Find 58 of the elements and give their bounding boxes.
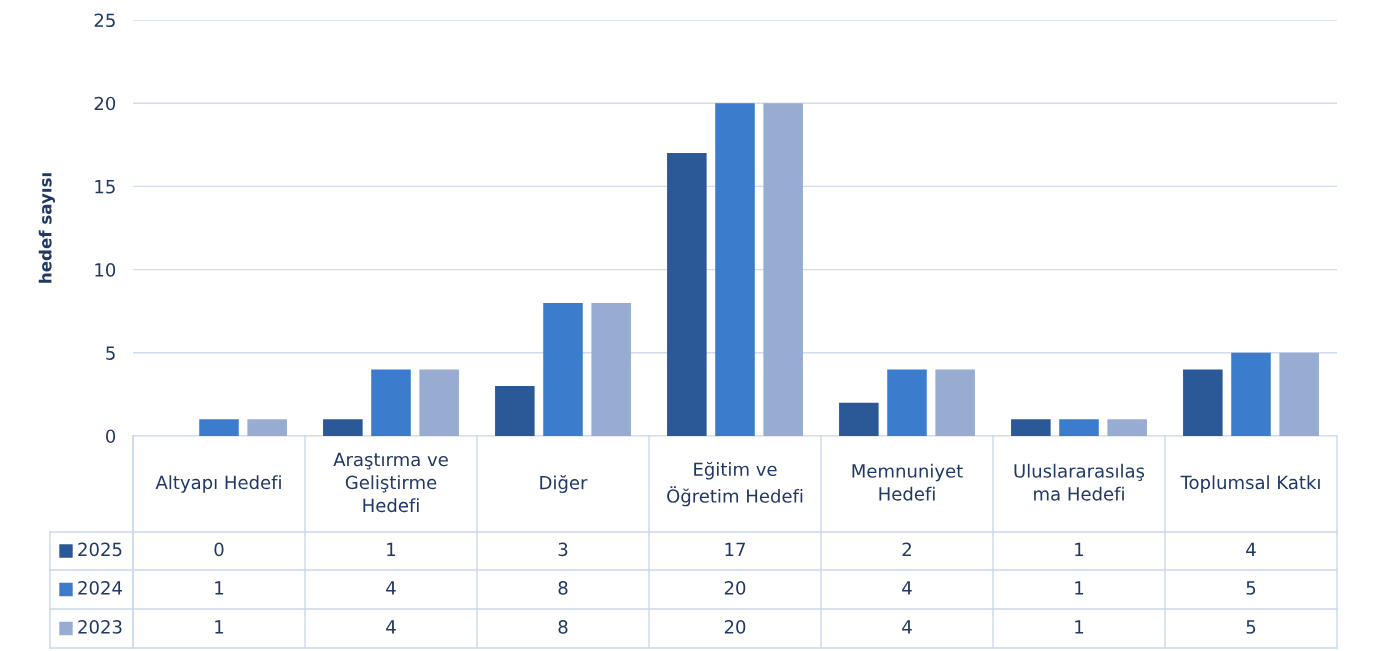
x-tick-label: Toplumsal Katkı	[1180, 475, 1320, 493]
data-label: 1	[215, 620, 224, 634]
bar	[495, 386, 535, 436]
data-label: 0	[214, 542, 224, 557]
legend-label: 2024	[78, 581, 122, 595]
bar	[1183, 369, 1223, 436]
data-label: 5	[1246, 581, 1256, 595]
y-tick-label: 10	[95, 263, 116, 277]
legend-label: 2025	[78, 542, 122, 557]
bar	[887, 369, 927, 436]
bar	[543, 302, 583, 436]
bar	[419, 369, 459, 436]
data-label: 20	[724, 620, 746, 634]
data-label: 17	[725, 542, 745, 556]
y-tick-label: 25	[94, 13, 115, 28]
data-label: 8	[558, 581, 568, 595]
data-label: 4	[902, 620, 912, 634]
bar	[1279, 352, 1319, 436]
x-tick-label: Diğer	[540, 475, 588, 493]
bar	[591, 302, 631, 436]
data-label: 4	[902, 581, 912, 595]
bar	[839, 402, 879, 436]
bar	[1011, 419, 1051, 436]
data-label: 1	[215, 581, 224, 595]
bar	[715, 103, 755, 436]
y-tick-label: 20	[94, 96, 116, 111]
x-tick-label: Araştırma ve Geliştirme Hedefi	[333, 452, 448, 513]
data-label: 1	[387, 542, 396, 556]
data-label: 4	[1246, 542, 1256, 556]
data-label: 8	[558, 620, 568, 634]
x-tick-label: Uluslararasılaş ma Hedefi	[1014, 463, 1145, 501]
y-axis-title: hedef sayısı	[38, 173, 55, 283]
x-tick-label: Eğitim ve Öğretim Hedefi	[667, 461, 803, 507]
data-label: 1	[1075, 620, 1084, 634]
data-label: 3	[558, 542, 568, 557]
x-tick-label: Memnuniyet Hedefi	[852, 463, 963, 501]
data-label: 20	[724, 581, 746, 595]
data-label: 5	[1246, 620, 1256, 634]
x-tick-label: Altyapı Hedefi	[155, 475, 281, 493]
bar	[323, 419, 363, 436]
data-label: 4	[386, 620, 396, 634]
bar	[371, 369, 411, 436]
bar	[667, 153, 707, 436]
legend-label: 2023	[78, 620, 122, 634]
bar	[935, 369, 975, 436]
y-tick-label: 5	[106, 346, 115, 360]
data-label: 4	[386, 581, 396, 595]
y-tick-label: 15	[95, 180, 115, 194]
bar	[247, 419, 287, 436]
data-label: 1	[1075, 542, 1084, 556]
bar	[199, 419, 239, 436]
bar	[763, 103, 803, 436]
y-tick-label: 0	[106, 429, 116, 444]
data-label: 2	[902, 542, 911, 556]
bar	[1059, 419, 1099, 436]
bar	[1107, 419, 1147, 436]
data-label: 1	[1075, 581, 1084, 595]
bar	[1231, 352, 1271, 436]
